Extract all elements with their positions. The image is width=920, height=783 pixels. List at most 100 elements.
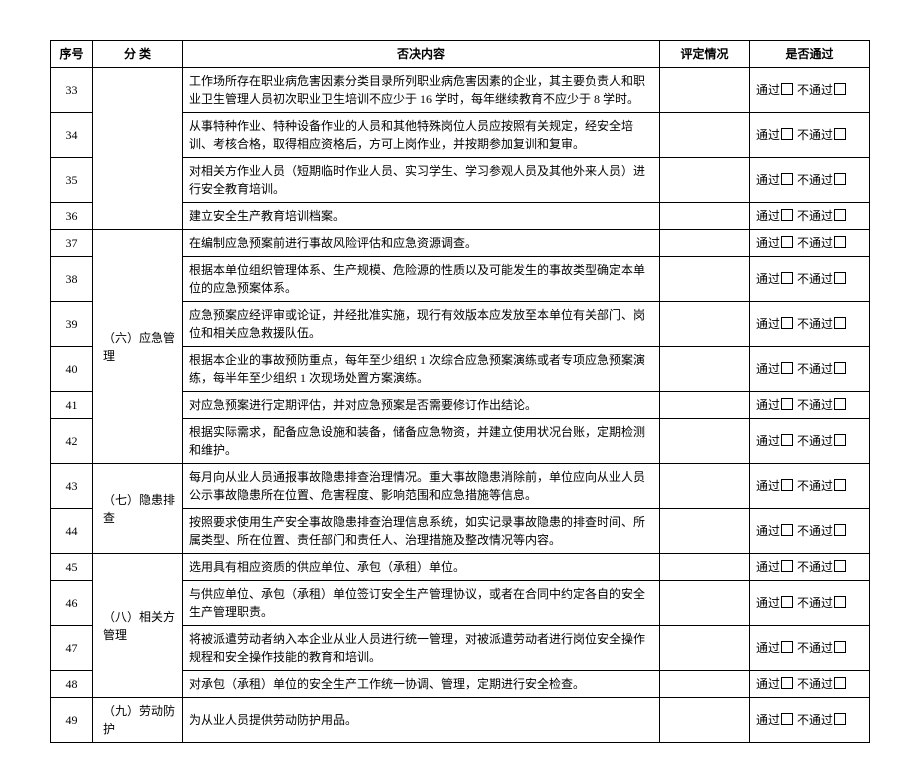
cell-content: 选用具有相应资质的供应单位、承包（承租）单位。 — [183, 554, 660, 581]
cell-eval — [660, 671, 750, 698]
pass-label: 通过 — [756, 272, 780, 286]
cell-content: 为从业人员提供劳动防护用品。 — [183, 698, 660, 743]
pass-checkbox[interactable] — [781, 272, 793, 284]
cell-content: 在编制应急预案前进行事故风险评估和应急资源调查。 — [183, 230, 660, 257]
table-body: 33工作场所存在职业病危害因素分类目录所列职业病危害因素的企业，其主要负责人和职… — [51, 68, 870, 743]
pass-label: 通过 — [756, 209, 780, 223]
fail-checkbox[interactable] — [834, 434, 846, 446]
cell-content: 根据本单位组织管理体系、生产规模、危险源的性质以及可能发生的事故类型确定本单位的… — [183, 257, 660, 302]
cell-content: 对相关方作业人员（短期临时作业人员、实习学生、学习参观人员及其他外来人员）进行安… — [183, 158, 660, 203]
pass-checkbox[interactable] — [781, 209, 793, 221]
fail-checkbox[interactable] — [834, 317, 846, 329]
pass-label: 通过 — [756, 713, 780, 727]
fail-checkbox[interactable] — [834, 479, 846, 491]
table-header-row: 序号 分 类 否决内容 评定情况 是否通过 — [51, 41, 870, 68]
pass-checkbox[interactable] — [781, 434, 793, 446]
cell-pass: 通过 不通过 — [750, 113, 870, 158]
pass-checkbox[interactable] — [781, 677, 793, 689]
cell-seq: 41 — [51, 392, 93, 419]
cell-pass: 通过不通过 — [750, 464, 870, 509]
fail-checkbox[interactable] — [834, 128, 846, 140]
pass-checkbox[interactable] — [781, 128, 793, 140]
table-row: 37（六）应急管理在编制应急预案前进行事故风险评估和应急资源调查。通过不通过 — [51, 230, 870, 257]
cell-pass: 通过不通过 — [750, 257, 870, 302]
cell-content: 根据实际需求，配备应急设施和装备，储备应急物资，并建立使用状况台账，定期检测和维… — [183, 419, 660, 464]
cell-pass: 通过不通过 — [750, 158, 870, 203]
cell-seq: 39 — [51, 302, 93, 347]
pass-checkbox[interactable] — [781, 596, 793, 608]
pass-label: 通过 — [756, 479, 780, 493]
cell-content: 与供应单位、承包（承租）单位签订安全生产管理协议，或者在合同中约定各自的安全生产… — [183, 581, 660, 626]
pass-label: 通过 — [756, 398, 780, 412]
fail-checkbox[interactable] — [834, 560, 846, 572]
fail-label: 不通过 — [797, 596, 833, 610]
cell-content: 从事特种作业、特种设备作业的人员和其他特殊岗位人员应按照有关规定，经安全培训、考… — [183, 113, 660, 158]
table-row: 33工作场所存在职业病危害因素分类目录所列职业病危害因素的企业，其主要负责人和职… — [51, 68, 870, 113]
cell-eval — [660, 392, 750, 419]
col-content: 否决内容 — [183, 41, 660, 68]
pass-checkbox[interactable] — [781, 317, 793, 329]
pass-label: 通过 — [756, 677, 780, 691]
pass-label: 通过 — [756, 173, 780, 187]
fail-checkbox[interactable] — [834, 524, 846, 536]
fail-label: 不通过 — [797, 83, 833, 97]
fail-checkbox[interactable] — [834, 596, 846, 608]
fail-label: 不通过 — [797, 677, 833, 691]
fail-label: 不通过 — [797, 362, 833, 376]
cell-content: 工作场所存在职业病危害因素分类目录所列职业病危害因素的企业，其主要负责人和职业卫… — [183, 68, 660, 113]
fail-checkbox[interactable] — [834, 398, 846, 410]
cell-eval — [660, 158, 750, 203]
fail-label: 不通过 — [797, 209, 833, 223]
pass-checkbox[interactable] — [781, 479, 793, 491]
fail-label: 不通过 — [797, 434, 833, 448]
table-row: 45（八）相关方管理选用具有相应资质的供应单位、承包（承租）单位。通过不通过 — [51, 554, 870, 581]
fail-checkbox[interactable] — [834, 362, 846, 374]
fail-label: 不通过 — [797, 128, 833, 142]
fail-checkbox[interactable] — [834, 236, 846, 248]
pass-checkbox[interactable] — [781, 641, 793, 653]
cell-seq: 45 — [51, 554, 93, 581]
cell-seq: 35 — [51, 158, 93, 203]
cell-eval — [660, 68, 750, 113]
cell-eval — [660, 464, 750, 509]
fail-checkbox[interactable] — [834, 173, 846, 185]
cell-seq: 49 — [51, 698, 93, 743]
cell-pass: 通过不通过 — [750, 554, 870, 581]
fail-checkbox[interactable] — [834, 641, 846, 653]
cell-pass: 通过不通过 — [750, 698, 870, 743]
pass-checkbox[interactable] — [781, 362, 793, 374]
fail-label: 不通过 — [797, 236, 833, 250]
pass-checkbox[interactable] — [781, 560, 793, 572]
fail-checkbox[interactable] — [834, 713, 846, 725]
pass-checkbox[interactable] — [781, 173, 793, 185]
pass-checkbox[interactable] — [781, 83, 793, 95]
cell-content: 每月向从业人员通报事故隐患排查治理情况。重大事故隐患消除前，单位应向从业人员公示… — [183, 464, 660, 509]
pass-checkbox[interactable] — [781, 524, 793, 536]
fail-checkbox[interactable] — [834, 677, 846, 689]
cell-seq: 36 — [51, 203, 93, 230]
fail-label: 不通过 — [797, 524, 833, 538]
cell-category — [93, 68, 183, 230]
cell-pass: 通过 不通过 — [750, 671, 870, 698]
cell-pass: 通过不通过 — [750, 509, 870, 554]
pass-label: 通过 — [756, 83, 780, 97]
cell-pass: 通过 不通过 — [750, 203, 870, 230]
cell-eval — [660, 230, 750, 257]
table-row: 49（九）劳动防护为从业人员提供劳动防护用品。通过不通过 — [51, 698, 870, 743]
col-pass: 是否通过 — [750, 41, 870, 68]
fail-checkbox[interactable] — [834, 83, 846, 95]
col-seq: 序号 — [51, 41, 93, 68]
pass-checkbox[interactable] — [781, 398, 793, 410]
cell-content: 对承包（承租）单位的安全生产工作统一协调、管理，定期进行安全检查。 — [183, 671, 660, 698]
cell-eval — [660, 554, 750, 581]
cell-eval — [660, 113, 750, 158]
pass-label: 通过 — [756, 128, 780, 142]
cell-seq: 42 — [51, 419, 93, 464]
fail-checkbox[interactable] — [834, 209, 846, 221]
cell-pass: 通过不通过 — [750, 347, 870, 392]
pass-checkbox[interactable] — [781, 236, 793, 248]
cell-seq: 40 — [51, 347, 93, 392]
pass-checkbox[interactable] — [781, 713, 793, 725]
fail-checkbox[interactable] — [834, 272, 846, 284]
pass-label: 通过 — [756, 236, 780, 250]
